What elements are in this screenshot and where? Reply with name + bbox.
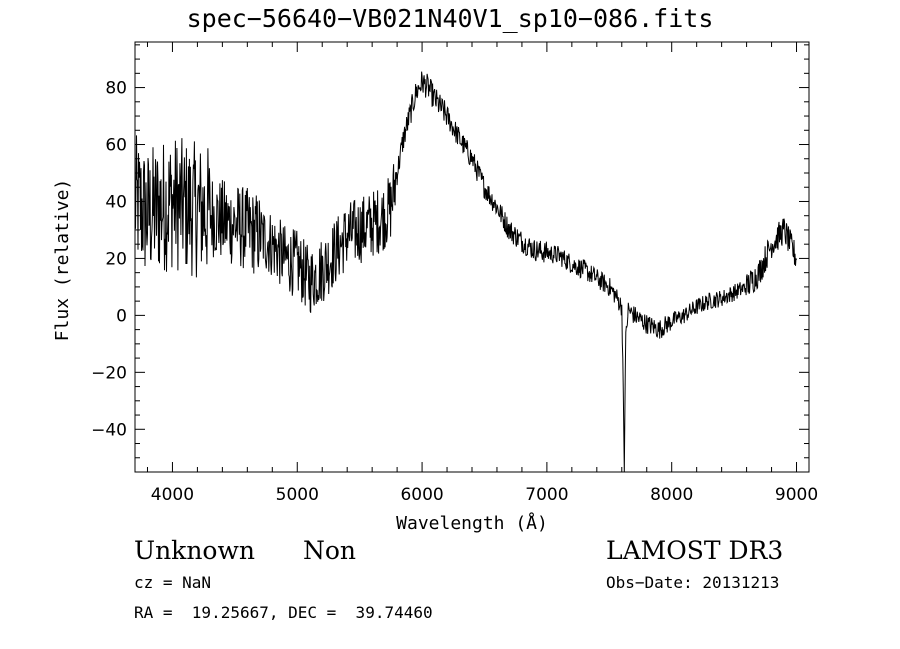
y-tick-label: 60 (105, 136, 127, 156)
y-tick-label: 20 (105, 249, 127, 269)
y-axis-label: Flux (relative) (52, 179, 73, 342)
x-tick-label: 6000 (400, 485, 443, 505)
axis-ticks (135, 42, 809, 472)
object-subclass: Non (303, 536, 357, 565)
x-axis-label: Wavelength (Å) (396, 512, 548, 534)
survey-name: LAMOST DR3 (606, 536, 784, 565)
x-tick-label: 4000 (151, 485, 194, 505)
axis-tick-labels: 4000 5000 6000 7000 8000 9000 −40 −20 0 20 40 60 80 (91, 79, 818, 505)
y-tick-label: 0 (116, 306, 127, 326)
plot-frame (134, 41, 810, 473)
x-tick-label: 9000 (775, 485, 818, 505)
x-tick-label: 8000 (650, 485, 693, 505)
x-tick-label: 7000 (525, 485, 568, 505)
x-tick-label: 5000 (276, 485, 319, 505)
spectrum-line (134, 71, 797, 473)
object-class: Unknown (134, 536, 255, 565)
y-tick-label: 40 (105, 192, 127, 212)
y-tick-label: −40 (91, 420, 127, 440)
y-tick-label: 80 (105, 79, 127, 99)
chart-title: spec−56640−VB021N40V1_sp10−086.fits (186, 4, 714, 33)
redshift-readout: cz = NaN (134, 573, 212, 592)
y-tick-label: −20 (91, 363, 127, 383)
obs-date: Obs−Date: 20131213 (606, 573, 780, 592)
ra-dec-readout: RA = 19.25667, DEC = 39.74460 (134, 603, 433, 622)
